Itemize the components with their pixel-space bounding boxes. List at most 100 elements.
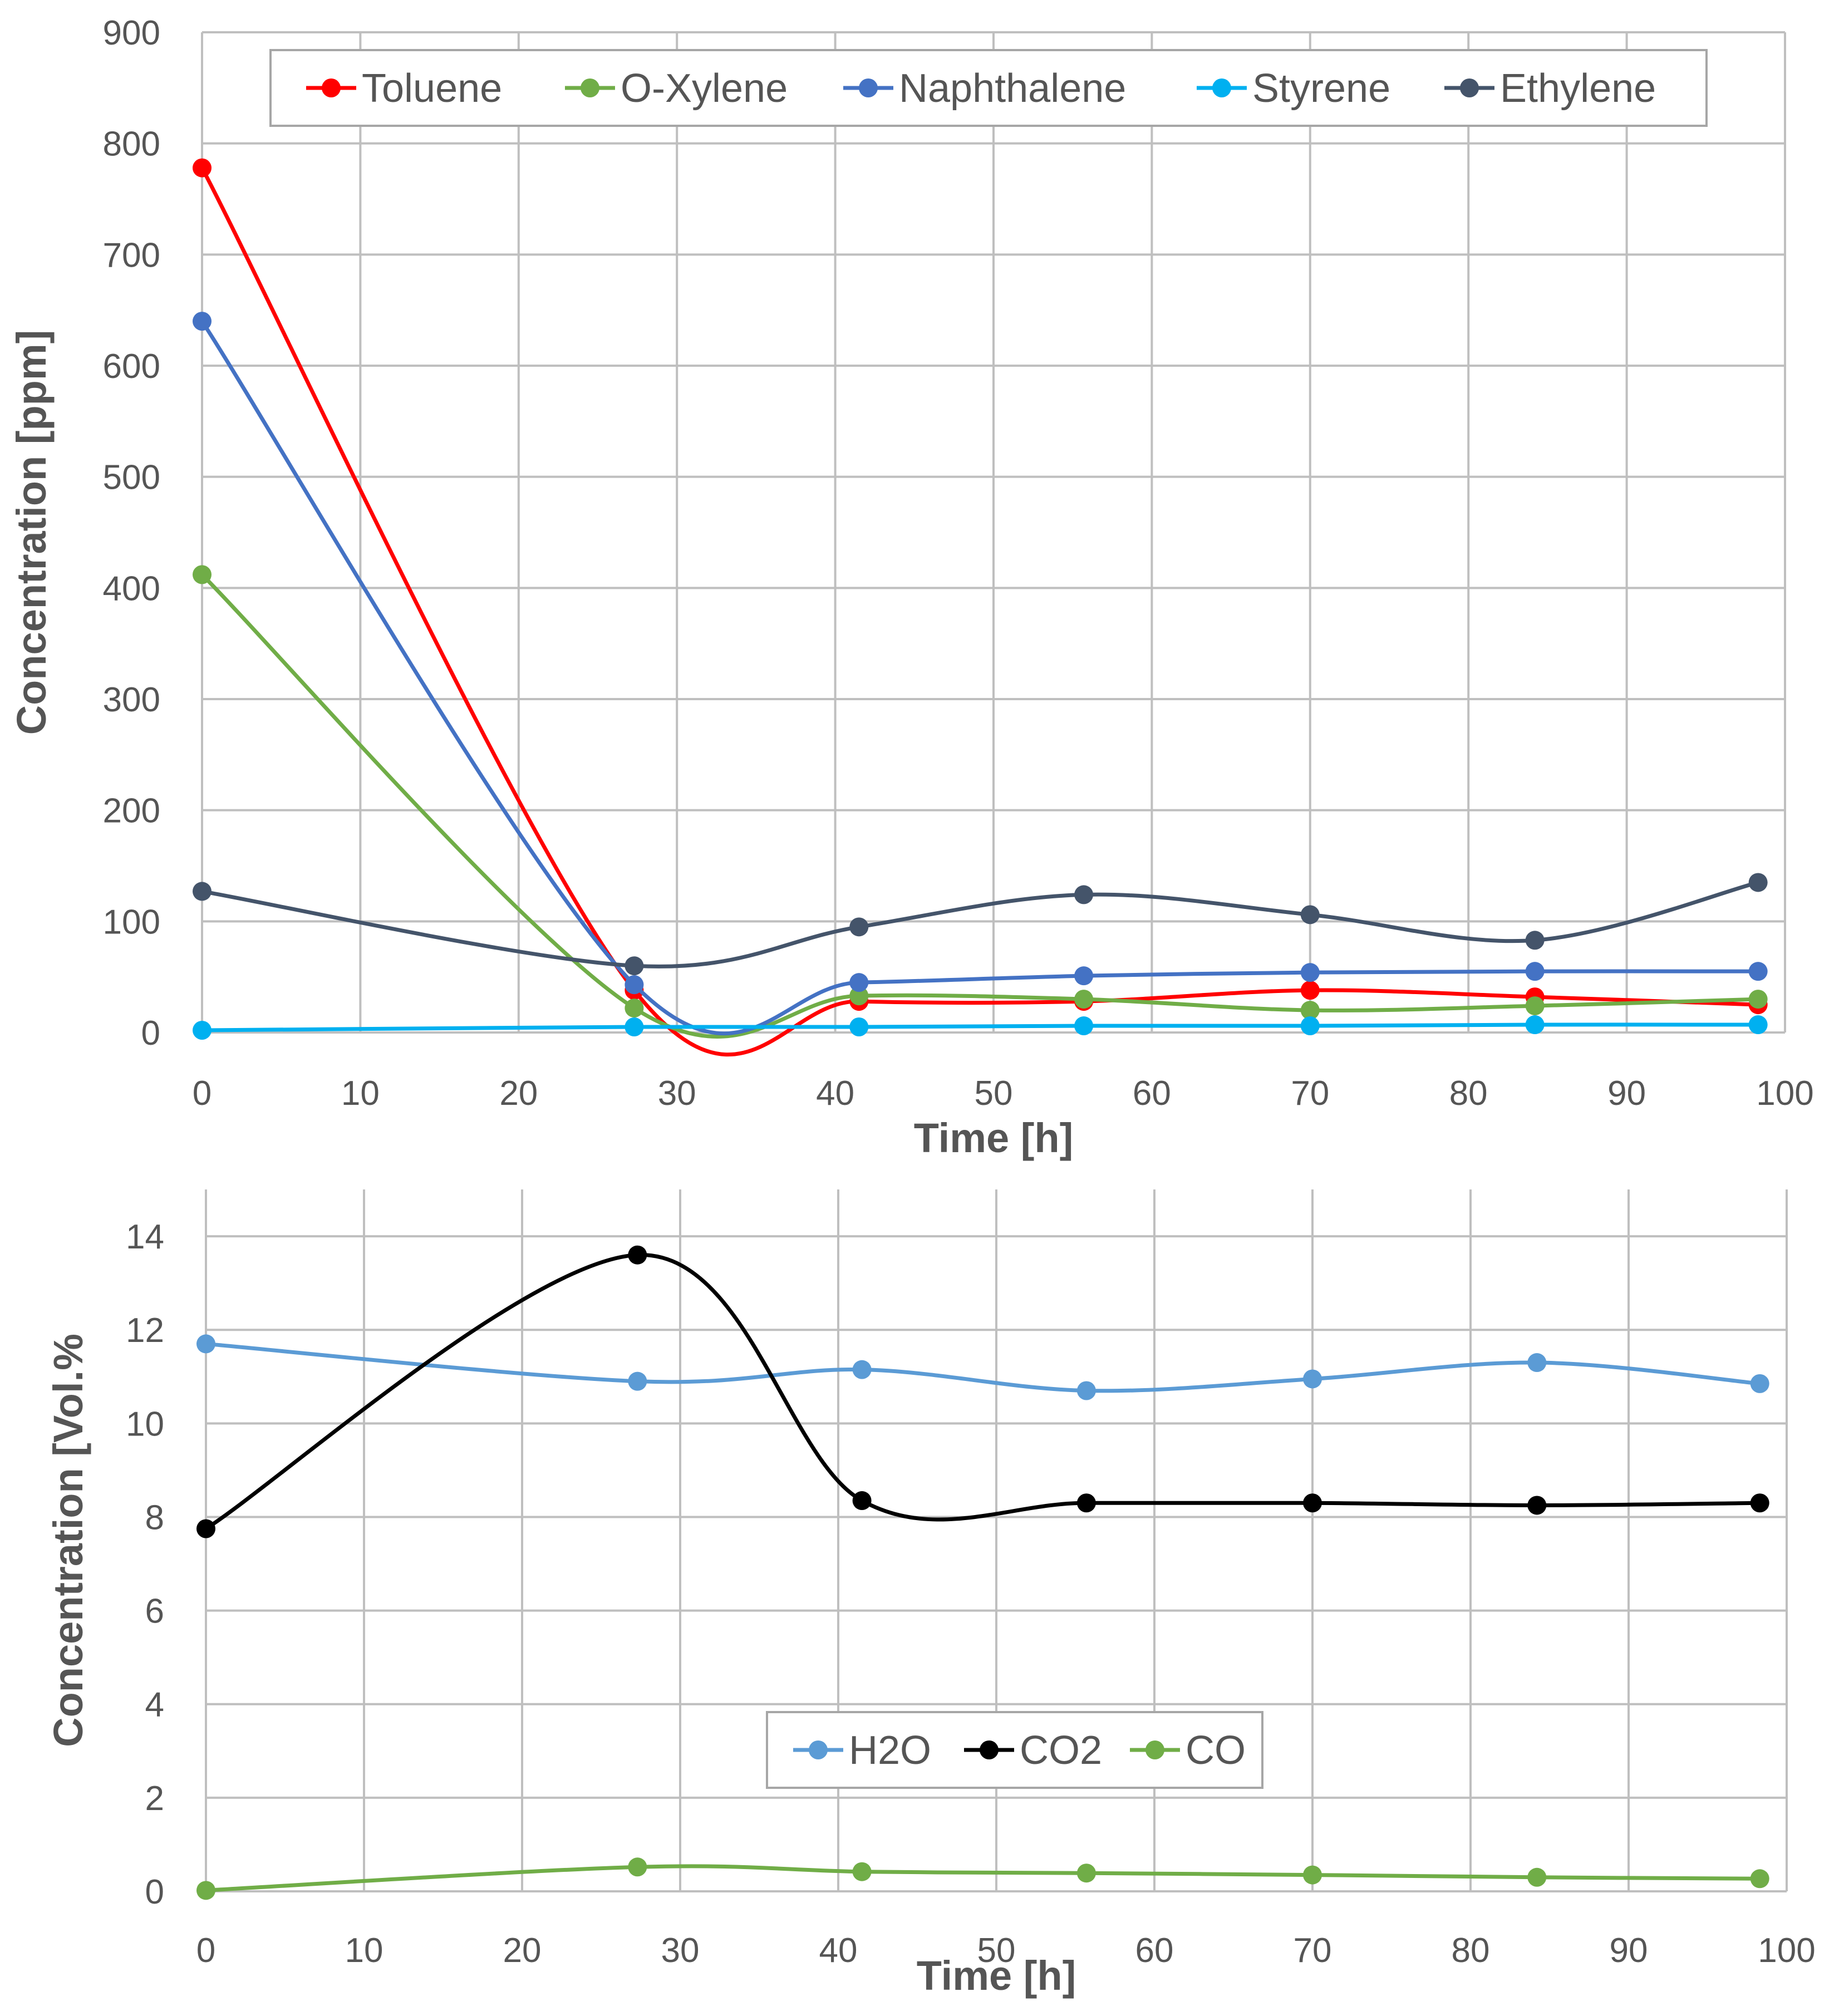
x-tick-label: 80 [1452, 1931, 1490, 1970]
series-line [200, 573, 1758, 1039]
data-point [1074, 885, 1094, 904]
legend-item: CO2 [964, 1728, 1102, 1773]
y-tick-label: 10 [126, 1405, 164, 1443]
y-tick-label: 400 [103, 569, 160, 608]
data-point [1303, 1369, 1322, 1389]
data-point [193, 565, 212, 584]
data-point [193, 1021, 212, 1040]
y-tick-label: 300 [103, 681, 160, 719]
data-point [849, 986, 869, 1006]
data-point [625, 999, 644, 1018]
x-tick-label: 10 [341, 1074, 380, 1113]
y-tick-label: 2 [145, 1779, 164, 1818]
x-tick-label: 90 [1610, 1931, 1648, 1970]
series-styrene [193, 1015, 1768, 1040]
x-tick-label: 90 [1607, 1074, 1646, 1113]
y-tick-label: 0 [145, 1873, 164, 1911]
series-naphthalene [193, 312, 1768, 1036]
y-tick-label: 8 [145, 1498, 164, 1537]
data-point [1300, 1016, 1320, 1036]
data-point [1076, 1493, 1096, 1513]
y-tick-label: 600 [103, 347, 160, 386]
data-point [628, 1245, 647, 1265]
legend-item: Styrene [1197, 66, 1390, 111]
data-point [1074, 1016, 1094, 1036]
data-point [1074, 966, 1094, 986]
y-tick-label: 100 [103, 903, 160, 941]
legend-item: Naphthalene [843, 66, 1126, 111]
data-point [1076, 1863, 1096, 1883]
data-point [1527, 1353, 1547, 1373]
x-tick-label: 80 [1449, 1074, 1488, 1113]
x-tick-label: 30 [658, 1074, 696, 1113]
x-tick-label: 50 [977, 1931, 1016, 1970]
data-point [1748, 873, 1768, 892]
data-point [1525, 996, 1545, 1016]
data-point [1750, 1374, 1769, 1393]
data-point [852, 1862, 872, 1881]
data-point [1527, 1867, 1547, 1887]
y-tick-label: 200 [103, 792, 160, 830]
legend-label: Ethylene [1500, 66, 1656, 111]
legend-label: Toluene [362, 66, 502, 111]
y-tick-label: 6 [145, 1592, 164, 1631]
data-point [628, 1857, 647, 1877]
legend-marker [859, 78, 878, 97]
y-tick-label: 0 [141, 1014, 160, 1053]
x-tick-label: 0 [193, 1074, 212, 1113]
data-point [1525, 1015, 1545, 1035]
x-tick-label: 30 [661, 1931, 700, 1970]
data-point [1303, 1865, 1322, 1885]
data-point [1300, 981, 1320, 1000]
legend-label: O-Xylene [621, 66, 788, 111]
data-point [1525, 962, 1545, 981]
data-point [625, 1017, 644, 1037]
legend-item: Ethylene [1444, 66, 1656, 111]
series-h2o [196, 1334, 1769, 1400]
legend: H2O CO2 CO [766, 1711, 1263, 1789]
x-axis-title: Time [h] [917, 1953, 1076, 1999]
x-tick-label: 40 [816, 1074, 854, 1113]
y-tick-label: 500 [103, 459, 160, 497]
legend-item: Toluene [306, 66, 502, 111]
legend-marker [1460, 78, 1479, 97]
data-point [625, 975, 644, 995]
x-axis-title: Time [h] [914, 1115, 1073, 1161]
series-o-xylene [193, 565, 1768, 1039]
data-point [628, 1371, 647, 1391]
legend-marker [980, 1740, 999, 1759]
series-line [200, 320, 1758, 1036]
data-point [852, 1360, 872, 1379]
data-point [1750, 1869, 1769, 1889]
series-ethylene [193, 873, 1768, 976]
data-point [196, 1519, 215, 1538]
data-point [849, 973, 869, 992]
x-tick-label: 100 [1758, 1931, 1815, 1970]
data-point [1527, 1496, 1547, 1515]
data-point [849, 1017, 869, 1037]
y-tick-label: 14 [126, 1218, 164, 1256]
y-tick-label: 12 [126, 1311, 164, 1350]
series-co [196, 1857, 1769, 1900]
data-point [193, 312, 212, 331]
legend-item: CO [1130, 1728, 1246, 1773]
data-point [625, 956, 644, 976]
y-tick-label: 4 [145, 1686, 164, 1724]
legend-label: CO2 [1020, 1728, 1102, 1773]
x-tick-label: 10 [345, 1931, 383, 1970]
x-tick-label: 20 [503, 1931, 542, 1970]
data-point [1748, 990, 1768, 1009]
data-point [1748, 962, 1768, 981]
y-axis-title: Concentration [ppm] [8, 330, 55, 735]
x-tick-label: 70 [1291, 1074, 1329, 1113]
legend: Toluene O-Xylene Naphthalene Styrene Ethylen… [269, 49, 1708, 127]
x-tick-label: 70 [1294, 1931, 1332, 1970]
data-point [1300, 905, 1320, 925]
data-point [849, 917, 869, 937]
data-point [1525, 931, 1545, 950]
legend-marker [581, 78, 599, 97]
data-point [193, 158, 212, 178]
data-point [852, 1491, 872, 1511]
data-point [193, 882, 212, 901]
